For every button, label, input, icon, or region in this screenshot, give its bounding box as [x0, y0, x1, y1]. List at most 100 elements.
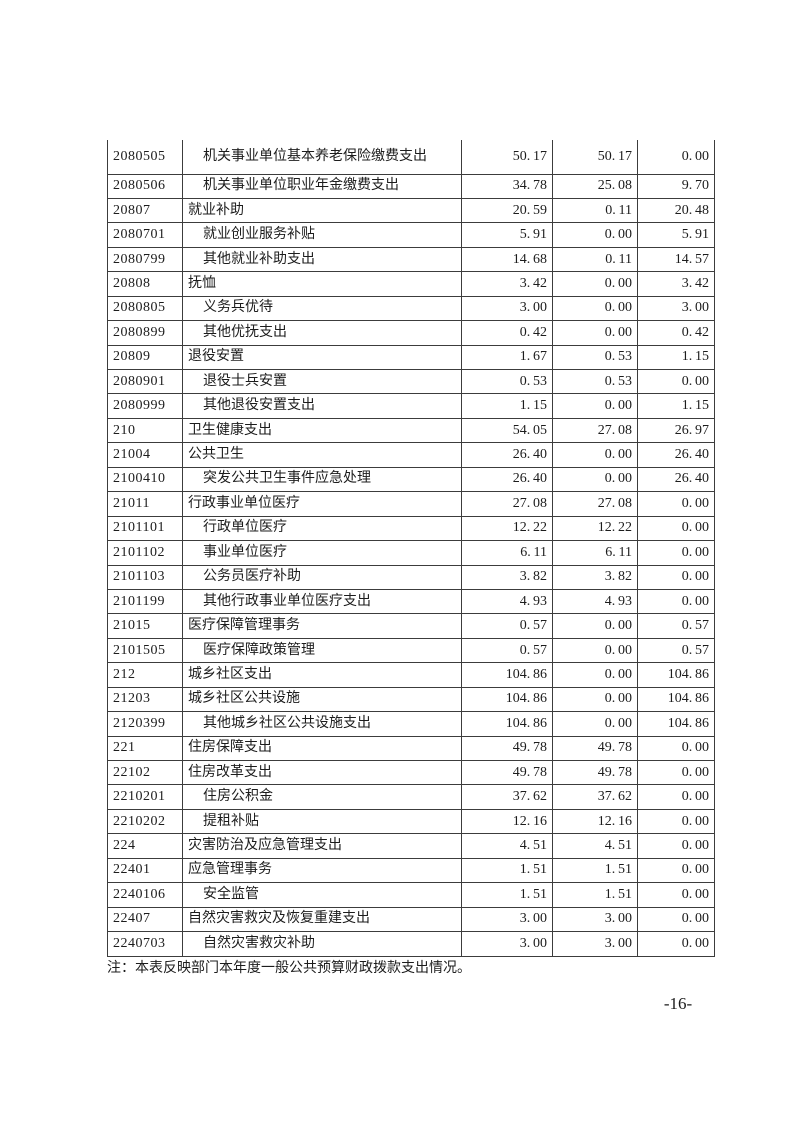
row-value: 0. 00	[637, 931, 715, 957]
row-name: 住房保障支出	[182, 735, 462, 762]
row-name: 应急管理事务	[182, 857, 462, 884]
row-value: 0. 00	[637, 491, 715, 517]
row-value: 0. 00	[637, 808, 715, 835]
row-code: 21015	[107, 613, 183, 639]
row-value: 49. 78	[461, 735, 553, 762]
row-name: 城乡社区公共设施	[182, 686, 462, 713]
row-code: 2080505	[107, 140, 183, 175]
row-name: 提租补贴	[182, 808, 462, 835]
row-code: 22102	[107, 759, 183, 786]
row-value: 104. 86	[461, 711, 553, 737]
row-name: 灾害防治及应急管理支出	[182, 833, 462, 859]
row-code: 2101199	[107, 588, 183, 615]
row-value: 0. 00	[552, 637, 638, 664]
row-value: 4. 93	[461, 588, 553, 615]
row-value: 3. 00	[461, 295, 553, 322]
row-code: 221	[107, 735, 183, 762]
row-name: 其他城乡社区公共设施支出	[182, 711, 462, 737]
row-value: 3. 82	[461, 564, 553, 590]
row-code: 2101102	[107, 540, 183, 566]
page-number: -16-	[663, 994, 693, 1013]
row-value: 0. 53	[552, 368, 638, 395]
row-value: 3. 00	[637, 295, 715, 322]
row-value: 1. 67	[461, 344, 553, 371]
row-value: 54. 05	[461, 417, 553, 444]
row-value: 0. 00	[637, 540, 715, 566]
row-code: 20807	[107, 197, 183, 224]
row-value: 4. 51	[552, 833, 638, 859]
table-row: 2080799 其他就业补助支出 14. 68 0. 11 14. 57	[107, 246, 715, 273]
row-name: 其他退役安置支出	[182, 393, 462, 419]
table-row: 22102 住房改革支出 49. 78 49. 78 0. 00	[107, 759, 715, 786]
row-code: 22401	[107, 857, 183, 884]
row-value: 0. 42	[461, 320, 553, 346]
table-row: 21203 城乡社区公共设施 104. 86 0. 00 104. 86	[107, 686, 715, 713]
row-value: 12. 22	[552, 515, 638, 542]
row-value: 50. 17	[552, 140, 638, 175]
table-row: 2101102 事业单位医疗 6. 11 6. 11 0. 00	[107, 540, 715, 566]
budget-table: 2080505 机关事业单位基本养老保险缴费支出 50. 17 50. 17 0. 00…	[107, 140, 715, 957]
row-value: 0. 00	[552, 295, 638, 322]
table-row: 2240703 自然灾害救灾补助 3. 00 3. 00 0. 00	[107, 931, 715, 957]
row-value: 27. 08	[552, 491, 638, 517]
row-name: 公务员医疗补助	[182, 564, 462, 590]
row-name: 就业创业服务补贴	[182, 222, 462, 248]
row-name: 退役士兵安置	[182, 368, 462, 395]
row-code: 2210202	[107, 808, 183, 835]
row-code: 212	[107, 662, 183, 688]
row-value: 9. 70	[637, 173, 715, 199]
table-row: 21004 公共卫生 26. 40 0. 00 26. 40	[107, 442, 715, 468]
row-value: 4. 93	[552, 588, 638, 615]
row-code: 2101101	[107, 515, 183, 542]
row-value: 3. 82	[552, 564, 638, 590]
row-code: 224	[107, 833, 183, 859]
row-value: 12. 16	[552, 808, 638, 835]
row-value: 0. 00	[637, 759, 715, 786]
row-value: 0. 00	[552, 466, 638, 493]
row-value: 27. 08	[552, 417, 638, 444]
row-value: 49. 78	[552, 759, 638, 786]
row-code: 20809	[107, 344, 183, 371]
table-row: 2080999 其他退役安置支出 1. 15 0. 00 1. 15	[107, 393, 715, 419]
row-value: 1. 15	[461, 393, 553, 419]
row-value: 0. 11	[552, 246, 638, 273]
row-value: 104. 86	[637, 711, 715, 737]
table-row: 210 卫生健康支出 54. 05 27. 08 26. 97	[107, 417, 715, 444]
row-value: 12. 16	[461, 808, 553, 835]
row-value: 0. 53	[461, 368, 553, 395]
row-code: 2080701	[107, 222, 183, 248]
row-value: 26. 40	[637, 466, 715, 493]
row-name: 行政事业单位医疗	[182, 491, 462, 517]
table-row: 2240106 安全监管 1. 51 1. 51 0. 00	[107, 882, 715, 908]
row-code: 2080899	[107, 320, 183, 346]
row-value: 0. 00	[637, 588, 715, 615]
row-name: 自然灾害救灾及恢复重建支出	[182, 906, 462, 933]
row-name: 机关事业单位基本养老保险缴费支出	[182, 140, 462, 175]
row-code: 2101505	[107, 637, 183, 664]
row-value: 0. 11	[552, 197, 638, 224]
row-value: 0. 53	[552, 344, 638, 371]
row-name: 安全监管	[182, 882, 462, 908]
row-value: 1. 15	[637, 393, 715, 419]
table-row: 21011 行政事业单位医疗 27. 08 27. 08 0. 00	[107, 491, 715, 517]
row-code: 2101103	[107, 564, 183, 590]
row-name: 卫生健康支出	[182, 417, 462, 444]
row-value: 0. 00	[552, 711, 638, 737]
row-value: 5. 91	[461, 222, 553, 248]
table-row: 2080805 义务兵优待 3. 00 0. 00 3. 00	[107, 295, 715, 322]
row-value: 0. 00	[637, 784, 715, 810]
table-row: 2120399 其他城乡社区公共设施支出 104. 86 0. 00 104. 86	[107, 711, 715, 737]
table-row: 2101199 其他行政事业单位医疗支出 4. 93 4. 93 0. 00	[107, 588, 715, 615]
row-value: 0. 00	[637, 515, 715, 542]
row-name: 自然灾害救灾补助	[182, 931, 462, 957]
row-value: 0. 42	[637, 320, 715, 346]
row-code: 20808	[107, 271, 183, 297]
row-value: 3. 00	[552, 931, 638, 957]
row-name: 住房公积金	[182, 784, 462, 810]
row-name: 就业补助	[182, 197, 462, 224]
row-name: 义务兵优待	[182, 295, 462, 322]
row-value: 0. 57	[637, 637, 715, 664]
row-name: 抚恤	[182, 271, 462, 297]
row-value: 0. 00	[637, 564, 715, 590]
